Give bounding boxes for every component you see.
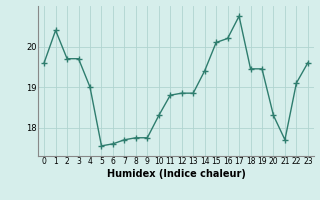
X-axis label: Humidex (Indice chaleur): Humidex (Indice chaleur)	[107, 169, 245, 179]
